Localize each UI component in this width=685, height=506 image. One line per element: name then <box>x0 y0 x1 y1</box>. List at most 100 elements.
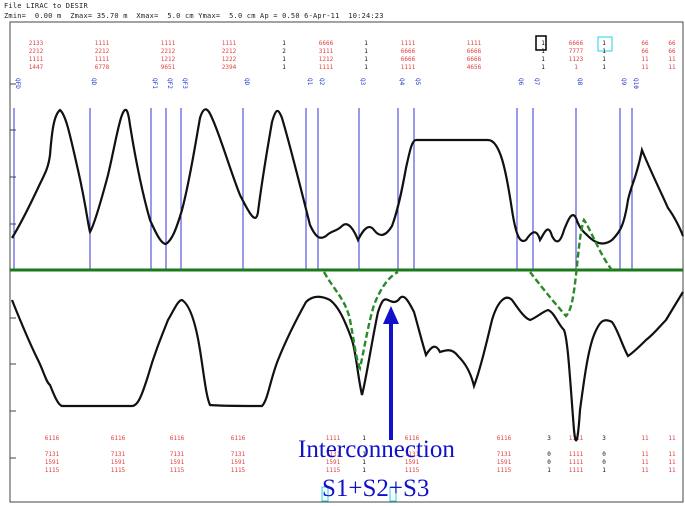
bottom-label-10-4: 1 <box>602 467 606 474</box>
file-title: File LIRAC to DESIR <box>4 2 88 10</box>
plot-frame <box>9 21 684 503</box>
bottom-label-3-2: 7131 <box>231 451 246 458</box>
top-label-3-3: 2394 <box>222 64 237 71</box>
bottom-label-7-0: 6116 <box>497 435 512 442</box>
top-label-7-2: 6666 <box>401 56 416 63</box>
top-label-2-3: 9651 <box>161 64 176 71</box>
element-tag-9: Q4 <box>398 78 405 86</box>
top-label-6-0: 1 <box>364 40 368 47</box>
bottom-label-7-4: 1115 <box>497 467 512 474</box>
top-label-9-1: 1 <box>541 48 545 55</box>
top-label-8-2: 6666 <box>467 56 482 63</box>
bottom-label-2-3: 1591 <box>170 459 185 466</box>
top-label-10-2: 1123 <box>569 56 584 63</box>
top-label-13-1: 66 <box>668 48 676 55</box>
bottom-label-7-2: 7131 <box>497 451 512 458</box>
top-label-4-2: 1 <box>282 56 286 63</box>
top-label-10-1: 7777 <box>569 48 584 55</box>
bottom-label-6-2: 7131 <box>405 451 420 458</box>
element-tag-15: Q10 <box>632 78 639 89</box>
element-tag-1: QD <box>90 78 97 86</box>
bottom-label-1-0: 6116 <box>111 435 126 442</box>
bottom-label-10-0: 3 <box>602 435 606 442</box>
top-parameter-labels: 2133221211111447111122121111677811112212… <box>29 40 676 71</box>
top-label-3-2: 1222 <box>222 56 237 63</box>
annotation-sections: S1+S2+S3 <box>322 475 430 502</box>
top-label-7-0: 1111 <box>401 40 416 47</box>
bottom-label-0-2: 7131 <box>45 451 60 458</box>
bottom-label-11-3: 11 <box>641 459 649 466</box>
dispersion-dashed-curve <box>322 270 399 372</box>
bottom-label-0-0: 6116 <box>45 435 60 442</box>
bottom-label-2-2: 7131 <box>170 451 185 458</box>
top-label-9-2: 1 <box>541 56 545 63</box>
marker-cyan-1 <box>321 486 329 502</box>
bottom-label-4-0: 1111 <box>326 435 341 442</box>
top-label-9-3: 1 <box>541 64 545 71</box>
bottom-label-6-0: 6116 <box>405 435 420 442</box>
top-label-9-0: 1 <box>541 40 545 47</box>
interconnection-arrow <box>383 306 399 440</box>
marker-box-black <box>535 35 547 51</box>
element-tag-8: Q3 <box>359 78 366 86</box>
top-label-13-2: 11 <box>668 56 676 63</box>
bottom-label-1-4: 1115 <box>111 467 126 474</box>
top-label-13-3: 11 <box>668 64 676 71</box>
top-label-5-3: 1111 <box>319 64 334 71</box>
bottom-label-8-0: 3 <box>547 435 551 442</box>
bottom-label-12-4: 11 <box>668 467 676 474</box>
bottom-label-2-0: 6116 <box>170 435 185 442</box>
top-label-4-0: 1 <box>282 40 286 47</box>
top-label-12-3: 11 <box>641 64 649 71</box>
element-tag-6: Q1 <box>306 78 313 86</box>
top-label-10-3: 1 <box>574 64 578 71</box>
top-label-7-1: 6666 <box>401 48 416 55</box>
top-label-11-2: 1 <box>602 56 606 63</box>
bottom-label-6-3: 1591 <box>405 459 420 466</box>
top-label-2-0: 1111 <box>161 40 176 47</box>
marker-cyan-2 <box>389 486 397 502</box>
bottom-label-9-2: 1111 <box>569 451 584 458</box>
top-label-6-1: 1 <box>364 48 368 55</box>
bottom-label-3-3: 1591 <box>231 459 246 466</box>
bottom-label-11-4: 11 <box>641 467 649 474</box>
annotation-interconnection: Interconnection <box>298 436 455 463</box>
top-label-13-0: 66 <box>668 40 676 47</box>
top-label-12-1: 66 <box>641 48 649 55</box>
horizontal-envelope-curve <box>11 108 685 246</box>
marker-box-cyan <box>597 36 613 52</box>
element-tag-2: QF1 <box>151 78 158 89</box>
bottom-label-4-2: 7131 <box>326 451 341 458</box>
bottom-label-4-3: 1591 <box>326 459 341 466</box>
top-label-3-1: 2212 <box>222 48 237 55</box>
bottom-label-12-2: 11 <box>668 451 676 458</box>
bottom-label-1-2: 7131 <box>111 451 126 458</box>
top-label-5-0: 6666 <box>319 40 334 47</box>
top-label-8-0: 1111 <box>467 40 482 47</box>
top-label-5-1: 3111 <box>319 48 334 55</box>
bottom-label-0-4: 1115 <box>45 467 60 474</box>
element-tag-7: Q2 <box>318 78 325 86</box>
bottom-label-5-0: 1 <box>362 435 366 442</box>
bottom-label-8-4: 1 <box>547 467 551 474</box>
element-tag-5: QD <box>243 78 250 86</box>
y-axis-ticks <box>10 83 16 459</box>
top-label-0-3: 1447 <box>29 64 44 71</box>
bottom-label-1-3: 1591 <box>111 459 126 466</box>
bottom-label-12-3: 11 <box>668 459 676 466</box>
top-label-12-2: 11 <box>641 56 649 63</box>
bottom-label-11-2: 11 <box>641 451 649 458</box>
bottom-label-0-3: 1591 <box>45 459 60 466</box>
bottom-label-3-0: 6116 <box>231 435 246 442</box>
bottom-label-10-2: 0 <box>602 451 606 458</box>
element-tag-4: QF3 <box>181 78 188 89</box>
top-label-2-2: 1212 <box>161 56 176 63</box>
top-label-11-0: 1 <box>602 40 606 47</box>
top-label-2-1: 2212 <box>161 48 176 55</box>
top-label-8-1: 6666 <box>467 48 482 55</box>
bottom-label-5-4: 1 <box>362 467 366 474</box>
bottom-label-10-3: 0 <box>602 459 606 466</box>
bottom-label-8-3: 0 <box>547 459 551 466</box>
